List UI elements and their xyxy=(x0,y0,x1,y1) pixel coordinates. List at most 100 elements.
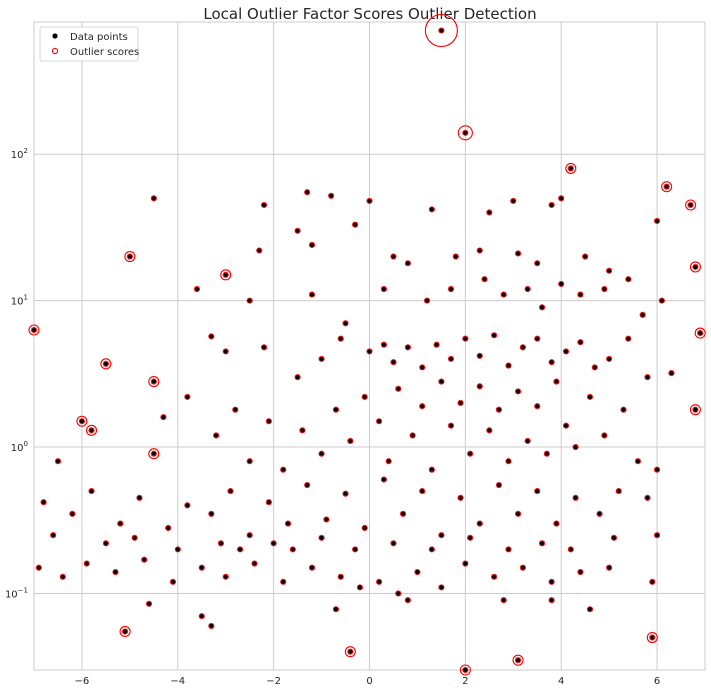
outlier-score-ring xyxy=(380,476,387,483)
data-point xyxy=(448,356,454,362)
outlier-score-ring xyxy=(208,622,215,629)
data-point xyxy=(352,222,358,227)
outlier-score-ring xyxy=(519,344,526,351)
outlier-score-ring xyxy=(491,573,498,580)
outlier-score-circle xyxy=(459,664,471,676)
data-point xyxy=(266,499,272,505)
outlier-score-ring xyxy=(419,488,426,495)
outlier-score-ring xyxy=(558,280,565,287)
outlier-score-ring xyxy=(141,556,148,563)
outlier-score-ring xyxy=(428,546,435,553)
data-point xyxy=(554,379,559,384)
outlier-score-ring xyxy=(428,206,435,213)
data-point xyxy=(635,459,641,464)
data-point xyxy=(626,277,631,282)
outlier-score-circle xyxy=(124,251,136,263)
outlier-score-ring xyxy=(438,27,445,34)
data-point xyxy=(429,207,435,212)
data-point xyxy=(429,467,435,472)
outlier-score-ring xyxy=(380,285,387,293)
chart-title: Local Outlier Factor Scores Outlier Dete… xyxy=(203,5,536,23)
data-point xyxy=(424,298,430,303)
outlier-score-ring xyxy=(586,393,594,400)
data-point xyxy=(458,495,463,501)
outlier-score-ring xyxy=(299,427,306,434)
data-point xyxy=(261,345,267,350)
outlier-score-ring xyxy=(328,192,335,199)
outlier-score-ring xyxy=(237,546,244,553)
data-point xyxy=(228,488,233,494)
data-point xyxy=(578,292,583,297)
y-tick-label: 102 xyxy=(11,147,28,161)
outlier-circles-layer xyxy=(28,13,706,676)
data-point xyxy=(84,561,89,566)
data-point xyxy=(60,574,65,579)
data-point xyxy=(654,218,660,224)
data-point xyxy=(549,202,554,208)
data-point xyxy=(338,336,343,341)
outlier-score-ring xyxy=(117,520,124,527)
data-point xyxy=(439,532,444,538)
outlier-score-circle xyxy=(344,646,356,658)
outlier-score-ring xyxy=(265,499,272,506)
outlier-score-ring xyxy=(174,546,181,553)
outlier-score-ring xyxy=(447,355,455,362)
data-point xyxy=(578,340,583,345)
outlier-score-ring xyxy=(366,197,373,204)
outlier-score-ring xyxy=(265,418,272,425)
y-tick-label: 10−1 xyxy=(5,586,28,600)
data-point xyxy=(319,451,324,456)
data-point xyxy=(568,547,573,552)
x-tick-label: −6 xyxy=(75,676,90,687)
outlier-score-ring xyxy=(419,364,426,371)
outlier-score-ring xyxy=(654,532,661,539)
data-point xyxy=(218,541,224,546)
outlier-score-ring xyxy=(280,578,287,585)
data-point xyxy=(487,210,492,215)
data-point xyxy=(645,495,650,501)
legend-marker-outlier-scores xyxy=(51,47,59,55)
outlier-score-circle xyxy=(148,448,160,460)
data-point xyxy=(50,532,56,538)
data-point xyxy=(309,242,315,248)
outlier-score-ring xyxy=(481,276,488,283)
outlier-score-ring xyxy=(208,510,215,517)
data-point xyxy=(559,281,564,287)
outlier-score-ring xyxy=(390,253,397,260)
outlier-score-ring xyxy=(438,584,445,591)
data-point xyxy=(501,292,506,297)
outlier-score-ring xyxy=(601,285,608,293)
outlier-score-ring xyxy=(505,546,512,553)
outlier-score-ring xyxy=(649,634,656,641)
x-tick-label: −2 xyxy=(266,676,281,687)
data-point xyxy=(132,535,137,540)
data-point xyxy=(506,363,511,368)
outlier-score-ring xyxy=(692,263,699,270)
data-point xyxy=(602,286,607,292)
data-point xyxy=(194,286,200,292)
outlier-score-ring xyxy=(538,540,546,547)
outlier-score-ring xyxy=(510,197,517,204)
outlier-score-ring xyxy=(102,360,109,367)
outlier-score-circle xyxy=(646,631,658,644)
data-point xyxy=(304,482,310,488)
outlier-score-ring xyxy=(337,335,344,342)
outlier-score-ring xyxy=(548,578,555,585)
outlier-score-ring xyxy=(562,422,570,429)
data-point xyxy=(477,384,482,389)
outlier-score-ring xyxy=(438,532,445,539)
data-point xyxy=(535,261,540,266)
outlier-score-ring xyxy=(524,437,531,445)
outlier-score-circle xyxy=(76,415,88,427)
outlier-score-ring xyxy=(69,510,76,517)
outlier-score-ring xyxy=(649,578,656,585)
outlier-score-ring xyxy=(342,320,349,327)
data-point xyxy=(405,597,411,603)
outlier-score-ring xyxy=(663,183,670,190)
outlier-score-ring xyxy=(318,450,325,457)
data-point xyxy=(247,298,252,303)
outlier-score-ring xyxy=(562,348,570,355)
data-point xyxy=(376,579,382,585)
outlier-score-circle xyxy=(512,654,524,666)
outlier-score-ring xyxy=(399,510,407,517)
